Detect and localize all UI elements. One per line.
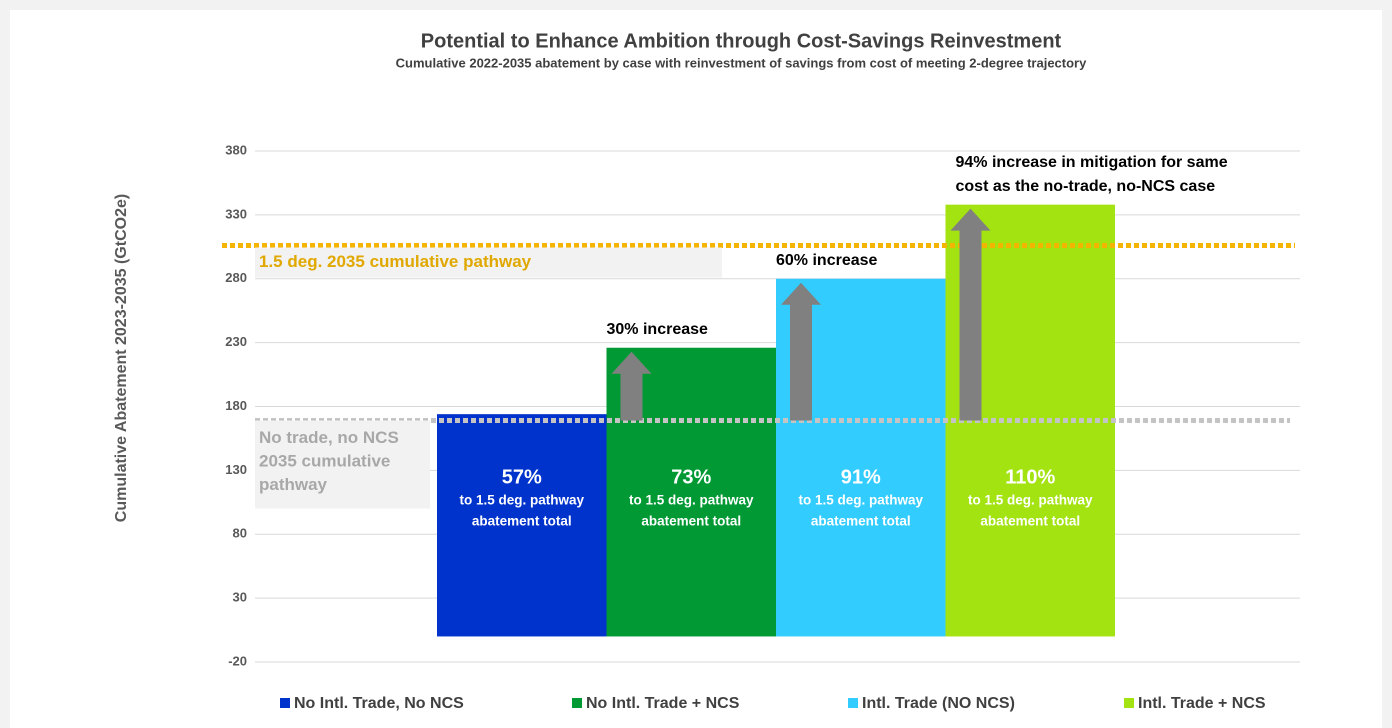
- bar-pct-label: 110%: [1005, 466, 1055, 488]
- reference-label: pathway: [259, 475, 328, 494]
- bar-label: abatement total: [472, 514, 572, 529]
- y-tick-label: 330: [225, 206, 247, 221]
- y-tick-label: 380: [225, 142, 247, 157]
- legend-label: No Intl. Trade + NCS: [586, 695, 740, 712]
- bar-label: to 1.5 deg. pathway: [968, 493, 1093, 508]
- legend-swatch: [848, 698, 858, 708]
- legend-swatch: [1124, 698, 1134, 708]
- bar-label: abatement total: [641, 514, 741, 529]
- reference-label: No trade, no NCS: [259, 428, 399, 447]
- increase-arrow: [781, 282, 821, 421]
- reference-label-box: [255, 420, 430, 509]
- increase-arrow: [950, 208, 991, 421]
- legend-label: Intl. Trade + NCS: [1138, 695, 1266, 712]
- legend-swatch: [572, 698, 582, 708]
- increase-arrow: [611, 351, 652, 421]
- bar-pct-label: 91%: [841, 466, 881, 488]
- legend-label: No Intl. Trade, No NCS: [294, 695, 464, 712]
- y-tick-label: -20: [228, 653, 247, 668]
- bar-label: abatement total: [980, 514, 1080, 529]
- y-tick-label: 80: [233, 526, 247, 541]
- y-tick-label: 280: [225, 270, 247, 285]
- legend-label: Intl. Trade (NO NCS): [862, 695, 1015, 712]
- reference-label: 1.5 deg. 2035 cumulative pathway: [259, 252, 532, 271]
- increase-label: 30% increase: [607, 321, 709, 338]
- y-axis-label: Cumulative Abatement 2023-2035 (GtCO2e): [113, 194, 130, 522]
- chart-subtitle: Cumulative 2022-2035 abatement by case w…: [396, 55, 1087, 70]
- increase-label: 60% increase: [776, 252, 878, 269]
- bar: [437, 414, 607, 637]
- bar-label: to 1.5 deg. pathway: [459, 493, 584, 508]
- reference-label-box: [255, 247, 722, 278]
- y-tick-label: 130: [225, 462, 247, 477]
- bar-pct-label: 57%: [502, 466, 542, 488]
- y-tick-label: 230: [225, 334, 247, 349]
- bar-label: to 1.5 deg. pathway: [798, 493, 923, 508]
- bar-pct-label: 73%: [671, 466, 711, 488]
- bar-label: to 1.5 deg. pathway: [629, 493, 754, 508]
- bar-label: abatement total: [811, 514, 911, 529]
- reference-label: 2035 cumulative: [259, 452, 390, 471]
- increase-label: 94% increase in mitigation for same: [956, 154, 1228, 171]
- y-tick-label: 180: [225, 398, 247, 413]
- y-tick-label: 30: [233, 590, 247, 605]
- chart-title: Potential to Enhance Ambition through Co…: [421, 30, 1062, 52]
- legend-swatch: [280, 698, 290, 708]
- increase-label: cost as the no-trade, no-NCS case: [956, 178, 1216, 195]
